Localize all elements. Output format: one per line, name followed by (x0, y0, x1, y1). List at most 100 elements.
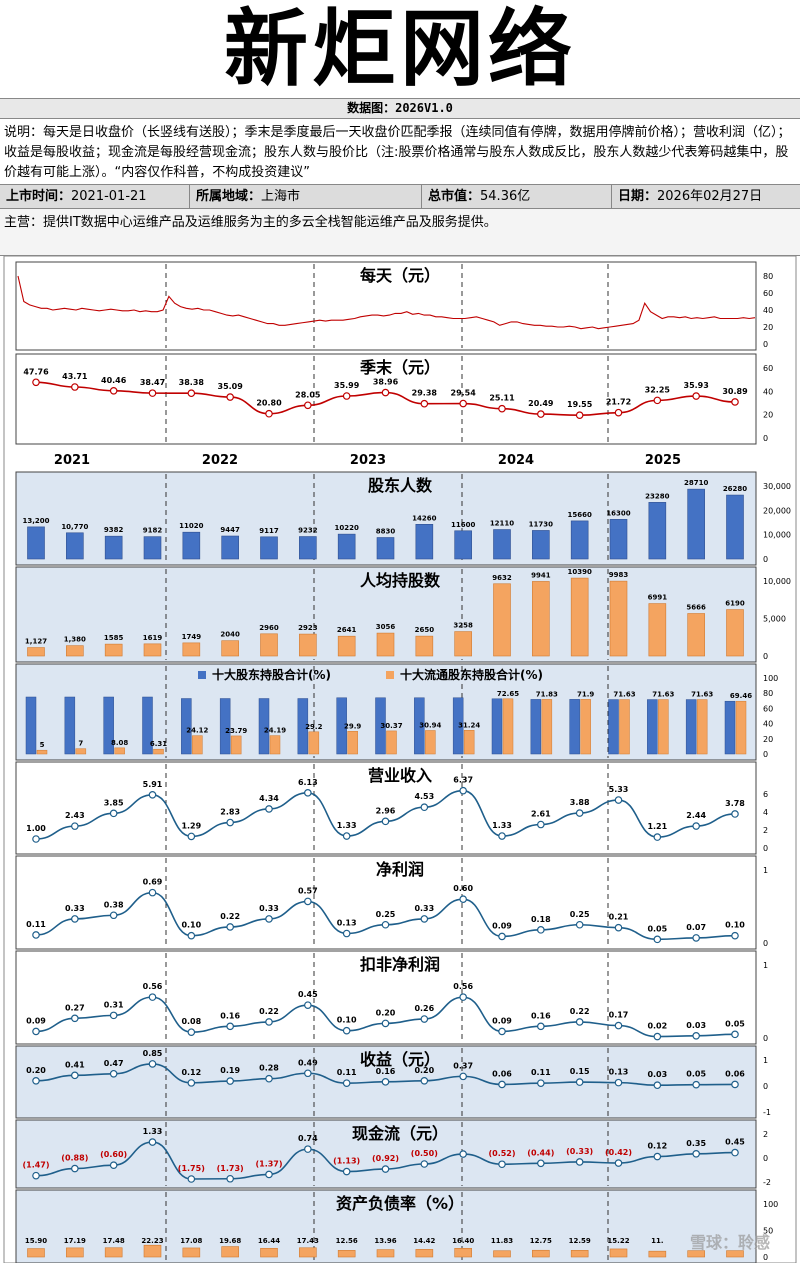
chart-cashflow-plot-area (15, 1119, 757, 1189)
top10-bar (685, 699, 697, 755)
float10-bar (735, 700, 747, 755)
bar-label: 2641 (337, 626, 357, 634)
data-point (498, 404, 506, 413)
data-label: (1.13) (333, 1157, 360, 1166)
data-point (731, 1080, 739, 1089)
data-point (575, 1018, 584, 1026)
data-label: (1.47) (22, 1161, 49, 1170)
chart-net_profit-plot-area (15, 855, 757, 950)
data-label: 0.19 (220, 1066, 240, 1075)
data-point (614, 1078, 623, 1087)
chart-title: 现金流（元） (352, 1124, 448, 1143)
data-label: 19.55 (567, 400, 593, 409)
data-point (692, 1149, 700, 1158)
data-point (32, 1027, 40, 1036)
data-point (459, 993, 467, 1001)
chart-daily: 0 20 40 60 80 每天（元） (15, 261, 773, 351)
data-label: (1.73) (217, 1164, 244, 1173)
y-tick-label: 60 (763, 364, 773, 373)
top10-bar (647, 699, 658, 755)
data-label: 0.41 (65, 1060, 85, 1069)
data-label: 3.85 (104, 798, 124, 807)
bar-label: 71.83 (536, 690, 558, 698)
data-point (420, 1160, 429, 1168)
bar-label: 6991 (648, 594, 668, 602)
bar-label: 3056 (376, 623, 396, 631)
data-point (342, 1079, 351, 1087)
data-label: 0.18 (531, 915, 551, 924)
data-point (109, 809, 118, 818)
data-point (653, 1032, 662, 1041)
bar (104, 1247, 123, 1258)
y-tick-label: 40 (763, 306, 773, 315)
data-point (304, 401, 312, 410)
mcap-value: 54.36亿 (480, 189, 531, 204)
chart-cashflow: -2 0 2 现金流（元） (1.47) (0.88) (0.60) 1.33 (1.75) (1… (15, 1119, 771, 1189)
bar (570, 577, 589, 657)
float10-bar (541, 699, 553, 755)
data-point (537, 1022, 545, 1031)
y-tick-label: 30,000 (763, 482, 791, 491)
bar (66, 645, 84, 657)
data-label: 0.15 (570, 1067, 590, 1076)
chart-title: 每天（元） (360, 266, 440, 285)
data-point (226, 818, 234, 827)
y-tick-label: 20 (763, 323, 773, 332)
y-tick-label: 0 (763, 652, 768, 661)
data-point (498, 1027, 506, 1036)
date-info: 日期：2026年02月27日 (612, 185, 800, 208)
version-label: 数据图：2026V1.0 (0, 98, 800, 118)
bar-label: 30.37 (380, 722, 402, 730)
float10-bar (230, 735, 242, 755)
bar-label: 9382 (104, 526, 124, 534)
data-point (304, 1001, 312, 1009)
legend-swatch-orange (386, 671, 394, 679)
data-label: 0.33 (65, 904, 85, 913)
bar-label: 15660 (567, 511, 591, 519)
legend-label: 十大流通股东持股合计(%) (400, 667, 543, 682)
data-point (32, 835, 40, 843)
chart-title: 收益（元） (360, 1050, 440, 1069)
data-label: (0.33) (566, 1147, 593, 1156)
data-point (381, 817, 390, 826)
y-tick-label: -1 (763, 1108, 771, 1117)
bar (648, 603, 667, 657)
data-point (692, 822, 700, 830)
info-bar: 上市时间：2021-01-21 所属地域：上海市 总市值：54.36亿 日期：2… (0, 184, 800, 208)
bar-label: 17.08 (180, 1237, 202, 1245)
bar (687, 488, 705, 560)
float10-bar (192, 735, 203, 755)
bar (27, 526, 45, 560)
y-tick-label: 40 (763, 387, 773, 396)
bar-label: 69.46 (730, 692, 752, 700)
top10-bar (491, 698, 503, 755)
bar-label: 13.96 (374, 1237, 396, 1245)
bar (687, 613, 705, 657)
data-point (148, 888, 157, 897)
bar (376, 537, 395, 560)
data-label: 29.54 (451, 389, 477, 398)
data-label: (1.75) (178, 1164, 205, 1173)
bar-label: 5 (40, 741, 45, 749)
bar-label: 1749 (182, 633, 202, 641)
data-point (459, 786, 467, 795)
bar-label: 2960 (259, 624, 279, 632)
bar (143, 643, 162, 657)
bar (609, 1248, 628, 1258)
data-point (32, 1171, 40, 1180)
bar-label: 17.48 (103, 1237, 125, 1245)
y-tick-label: 20 (763, 411, 773, 420)
data-point (614, 1021, 623, 1030)
chart-title: 净利润 (376, 860, 424, 879)
region-label: 所属地域： (196, 189, 262, 204)
bar-label: 15.90 (25, 1237, 47, 1245)
y-tick-label: 20,000 (763, 506, 791, 515)
data-point (692, 934, 700, 942)
year-label: 2021 (54, 453, 90, 468)
data-label: 5.91 (143, 780, 163, 789)
data-label: 0.22 (570, 1007, 590, 1016)
data-label: 0.57 (298, 886, 318, 895)
data-label: 20.80 (256, 399, 282, 408)
chart-title: 扣非净利润 (360, 955, 440, 974)
data-point (653, 396, 662, 405)
